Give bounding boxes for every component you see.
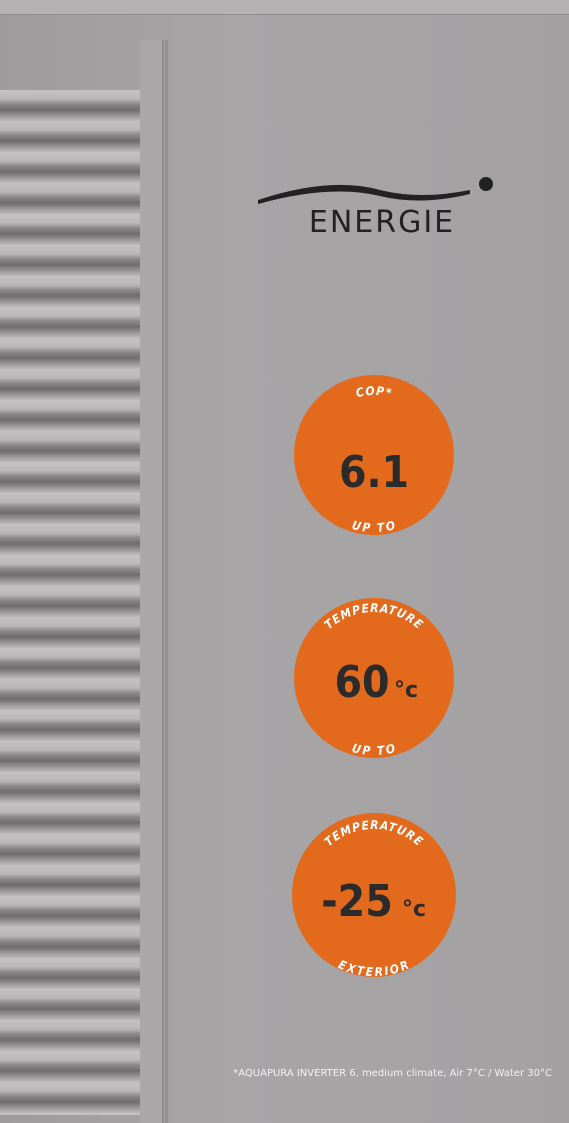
badge-top-label: COP* bbox=[355, 384, 394, 400]
badge-value: 60 bbox=[334, 657, 389, 708]
badge: TEMPERATURE 60 °c UP TO bbox=[294, 598, 454, 758]
badge-value: -25 bbox=[321, 876, 393, 927]
badge: COP* 6.1 UP TO bbox=[294, 375, 454, 535]
logo-swoosh bbox=[258, 185, 470, 204]
logo-text: ENERGIE bbox=[309, 205, 455, 240]
badge-value: 6.1 bbox=[339, 447, 409, 498]
badge-unit: °c bbox=[402, 897, 426, 922]
badge-top-text: COP* bbox=[355, 384, 394, 400]
logo-dot bbox=[479, 177, 493, 191]
badge-unit: °c bbox=[394, 678, 418, 703]
badge: TEMPERATURE -25 °c EXTERIOR bbox=[292, 813, 456, 979]
logo: ENERGIE bbox=[258, 177, 493, 240]
page: ENERGIE COP* 6.1 UP TO TEMPERATURE 60 °c… bbox=[0, 0, 569, 1123]
graphics: ENERGIE COP* 6.1 UP TO TEMPERATURE 60 °c… bbox=[0, 0, 569, 1123]
footnote: *AQUAPURA INVERTER 6, medium climate, Ai… bbox=[233, 1068, 552, 1079]
